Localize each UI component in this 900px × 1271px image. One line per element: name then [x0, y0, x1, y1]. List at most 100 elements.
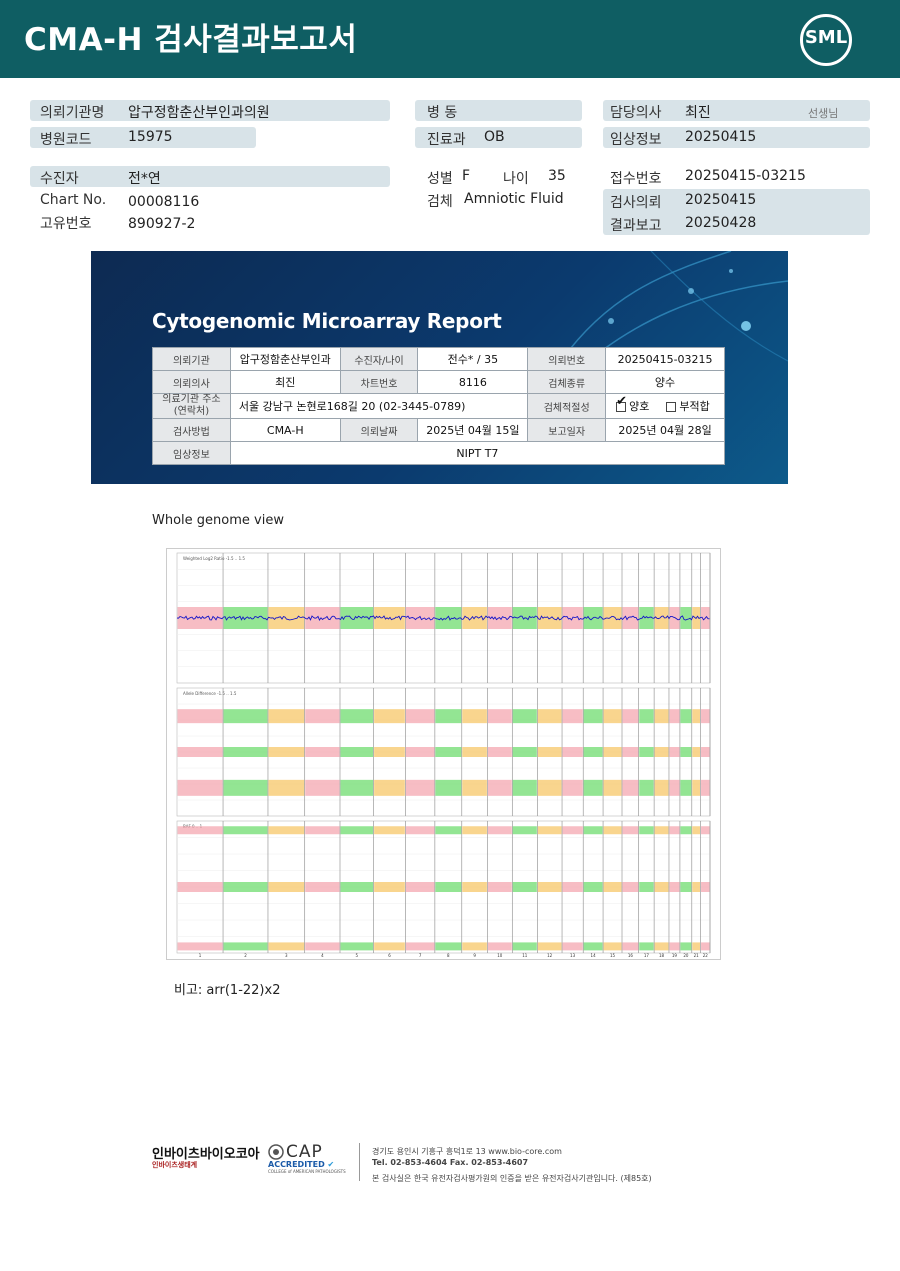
- req-inst-h: 의뢰기관: [152, 347, 231, 371]
- band: [223, 942, 268, 951]
- band: [669, 779, 680, 796]
- patient-age-h: 수진자/나이: [339, 347, 419, 371]
- band: [692, 709, 701, 724]
- band: [405, 779, 435, 796]
- chromosome-label: 3: [285, 953, 288, 958]
- band: [405, 709, 435, 724]
- band: [701, 942, 710, 951]
- band: [692, 826, 701, 835]
- band: [268, 607, 305, 629]
- sml-logo: SML: [804, 27, 848, 48]
- band: [562, 942, 583, 951]
- req-no-v: 20250415-03215: [605, 347, 725, 371]
- band: [268, 882, 305, 892]
- band: [512, 882, 537, 892]
- band: [701, 779, 710, 796]
- band: [680, 826, 692, 835]
- patient-age-v: 전수* / 35: [417, 347, 529, 371]
- report-title: Cytogenomic Microarray Report: [152, 309, 502, 333]
- band: [435, 709, 462, 724]
- page-title: CMA-H 검사결과보고서: [24, 22, 358, 58]
- band: [305, 779, 340, 796]
- chromosome-label: 4: [321, 953, 324, 958]
- band: [622, 747, 639, 757]
- hosp-code-value: 15975: [128, 129, 173, 145]
- report-table: 의뢰기관 압구정함춘산부인과 수진자/나이 전수* / 35 의뢰번호 2025…: [152, 347, 726, 465]
- chromosome-label: 17: [644, 953, 650, 958]
- band: [305, 709, 340, 724]
- doctor-label: 담당의사: [610, 105, 662, 121]
- band: [512, 779, 537, 796]
- sex-value: F: [462, 168, 471, 184]
- ward-label: 병 동: [427, 105, 458, 121]
- chart-no-v: 8116: [417, 370, 529, 394]
- req-inst-v: 압구정함춘산부인과: [229, 347, 341, 371]
- band: [654, 942, 669, 951]
- band: [669, 882, 680, 892]
- footer-divider: [359, 1143, 360, 1181]
- band: [268, 747, 305, 757]
- checkbox-bad: [666, 402, 677, 412]
- result-value: 20250428: [685, 215, 757, 231]
- band: [603, 709, 622, 724]
- address-h: 의료기관 주소 (연락처): [152, 393, 231, 419]
- band: [680, 709, 692, 724]
- band: [669, 826, 680, 835]
- band: [639, 779, 654, 796]
- band: [603, 826, 622, 835]
- footer-brand-sub: 인바이츠생태계: [152, 1161, 198, 1169]
- band: [701, 709, 710, 724]
- band: [562, 709, 583, 724]
- accession-label: 접수번호: [610, 171, 662, 187]
- chromosome-label: 13: [570, 953, 576, 958]
- band: [639, 747, 654, 757]
- band: [487, 826, 512, 835]
- req-doctor-h: 의뢰의사: [152, 370, 231, 394]
- footer-brand: 인바이츠바이오코아: [152, 1147, 260, 1162]
- doctor-row: [603, 100, 870, 121]
- band: [669, 607, 680, 629]
- band: [435, 747, 462, 757]
- chromosome-label: 2: [244, 953, 247, 958]
- age-value: 35: [548, 168, 566, 184]
- band: [669, 709, 680, 724]
- band: [622, 779, 639, 796]
- req-inst-value: 압구정함춘산부인과의원: [128, 105, 270, 121]
- chromosome-label: 12: [547, 953, 553, 958]
- doctor-value: 최진: [685, 105, 711, 121]
- chart-no-h: 차트번호: [339, 370, 419, 394]
- req-inst-label: 의뢰기관명: [40, 105, 105, 121]
- report-header: [0, 0, 900, 78]
- band: [692, 942, 701, 951]
- chromosome-label: 6: [388, 953, 391, 958]
- band: [340, 709, 374, 724]
- chromosome-label: 1: [199, 953, 202, 958]
- band: [435, 882, 462, 892]
- band: [654, 747, 669, 757]
- clinical-info-v: NIPT T7: [229, 441, 726, 465]
- result-label: 결과보고: [610, 218, 662, 234]
- band: [340, 882, 374, 892]
- specimen-type-v: 양수: [605, 370, 725, 394]
- patient-row: [30, 166, 390, 187]
- band: [701, 826, 710, 835]
- band: [692, 882, 701, 892]
- chromosome-label: 20: [683, 953, 689, 958]
- table-row: 의료기관 주소 (연락처) 서울 강남구 논현로168길 20 (02-3445…: [152, 393, 725, 419]
- genome-view-figure: Weighted Log2 Ratio -1.5 .. 1.5 Allele Di…: [166, 548, 721, 960]
- band: [680, 882, 692, 892]
- band: [583, 779, 603, 796]
- footer-cert: 본 검사실은 한국 유전자검사평가원의 인증을 받은 유전자검사기관입니다. (…: [372, 1174, 652, 1183]
- ward-row: [415, 100, 582, 121]
- chromosome-label: 22: [703, 953, 709, 958]
- band: [603, 607, 622, 629]
- band: [562, 779, 583, 796]
- band: [622, 826, 639, 835]
- band: [487, 747, 512, 757]
- chart-value: 00008116: [128, 194, 200, 210]
- band: [305, 607, 340, 629]
- method-v: CMA-H: [229, 418, 341, 442]
- cap-text: CAP: [286, 1142, 323, 1162]
- band: [268, 779, 305, 796]
- band: [692, 747, 701, 757]
